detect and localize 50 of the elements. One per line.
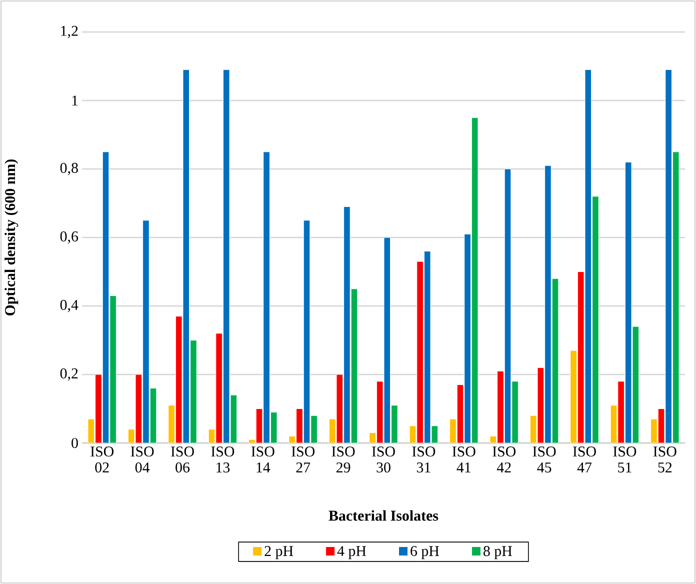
y-tick-label: 0 xyxy=(72,438,78,448)
x-tick-label: ISO 52 xyxy=(653,446,676,472)
bar xyxy=(544,165,552,443)
bar xyxy=(650,418,658,443)
x-tick-label: ISO 51 xyxy=(613,446,636,472)
bar xyxy=(216,333,222,443)
x-tick-label: ISO 30 xyxy=(372,446,395,472)
bar xyxy=(263,152,270,443)
x-tick-label: ISO 02 xyxy=(90,446,114,472)
x-tick-label: ISO 42 xyxy=(492,446,516,472)
x-tick-label: ISO 04 xyxy=(130,446,154,472)
bar xyxy=(110,295,116,443)
x-tick-label: ISO 47 xyxy=(573,446,596,472)
y-tick-label: 1,2 xyxy=(61,26,78,38)
x-tick-label: ISO 41 xyxy=(452,446,476,472)
bar xyxy=(618,381,624,443)
y-tick-label: 0,2 xyxy=(60,368,78,381)
x-tick-label: ISO 06 xyxy=(171,446,194,472)
bar xyxy=(296,408,303,443)
legend-label: 2 pH xyxy=(264,546,294,560)
legend-label: 6 pH xyxy=(410,546,439,560)
x-axis-title: Bacterial Isolates xyxy=(328,510,438,521)
bar xyxy=(665,69,672,443)
bar xyxy=(512,381,518,443)
legend-label: 4 pH xyxy=(337,546,366,560)
bar xyxy=(497,370,504,443)
bar xyxy=(464,234,471,443)
x-tick-label: ISO 31 xyxy=(412,446,436,472)
bar xyxy=(310,415,318,443)
bar xyxy=(450,418,456,443)
y-tick-label: 0,6 xyxy=(60,231,78,244)
x-tick-label: ISO 13 xyxy=(211,446,234,472)
bar xyxy=(391,405,398,443)
x-tick-label: ISO 27 xyxy=(292,446,315,472)
bar xyxy=(142,220,150,443)
y-tick-label: 0,8 xyxy=(60,162,78,176)
x-tick-label: ISO 45 xyxy=(532,446,556,472)
y-axis-title: Optical density (600 nm) xyxy=(4,160,18,316)
bar xyxy=(416,261,424,443)
bar xyxy=(95,374,102,443)
legend-label: 8 pH xyxy=(484,546,512,560)
bar xyxy=(570,350,577,443)
y-tick-label: 1 xyxy=(72,96,78,106)
bar xyxy=(190,340,197,443)
x-tick-label: ISO 14 xyxy=(251,446,274,472)
bar xyxy=(592,196,599,443)
bar xyxy=(344,206,350,443)
y-tick-label: 0,4 xyxy=(60,300,78,312)
bar xyxy=(168,405,175,443)
x-tick-label: ISO 29 xyxy=(332,446,355,472)
